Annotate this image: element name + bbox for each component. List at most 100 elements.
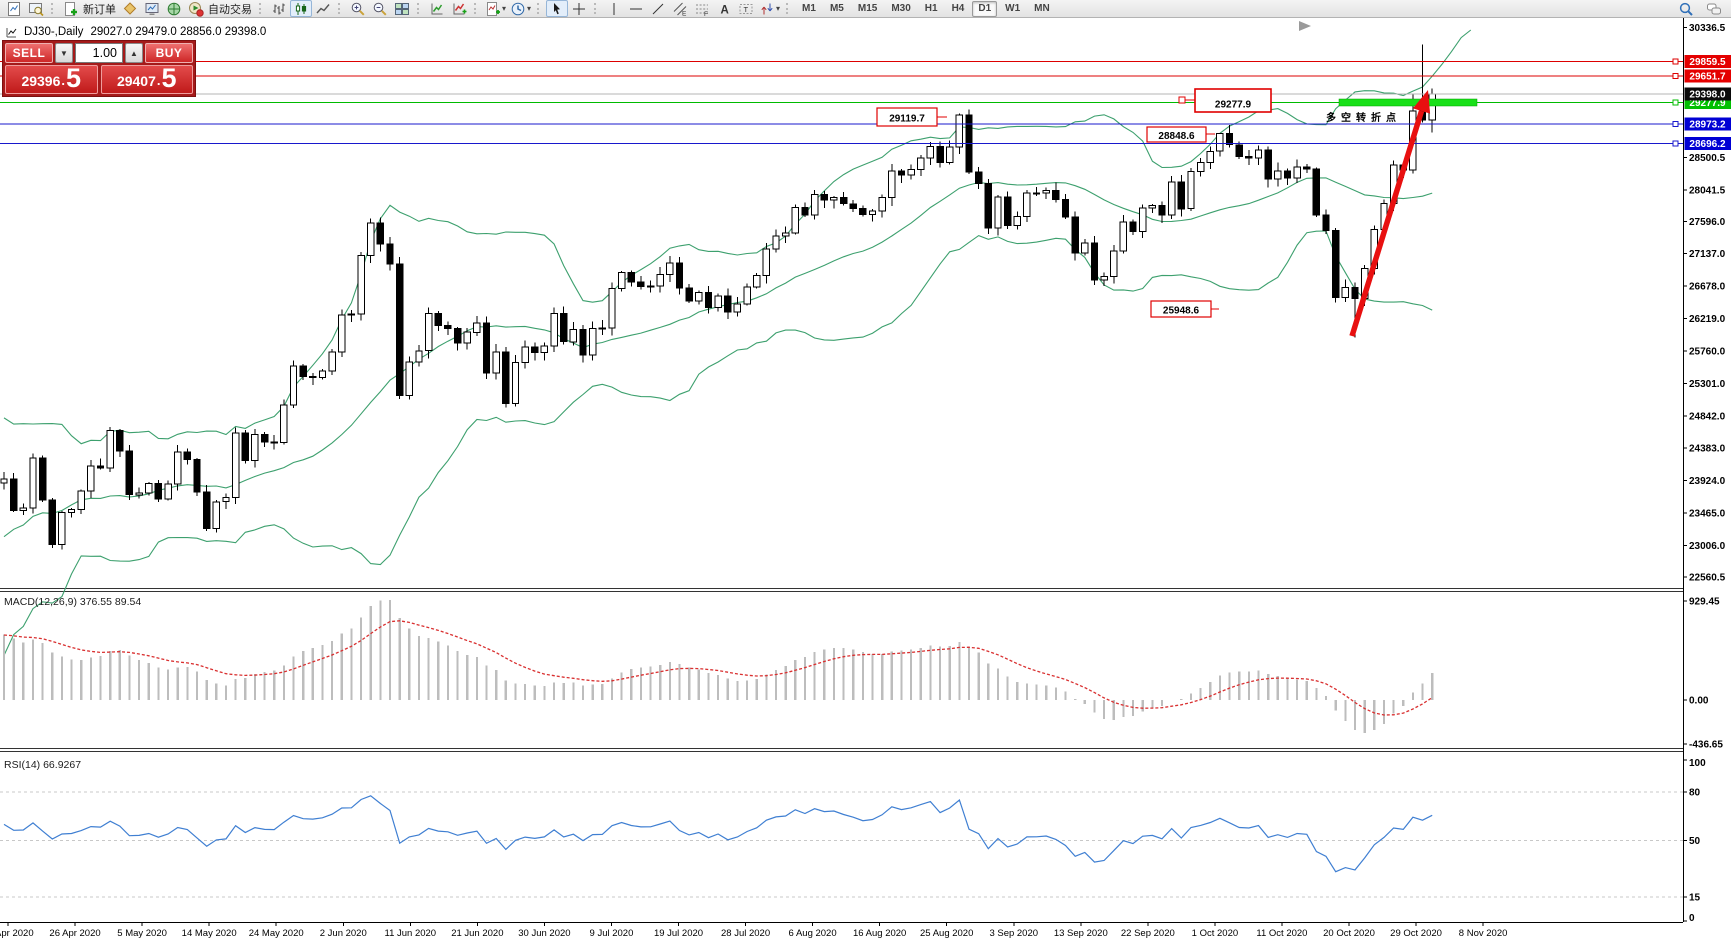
trend-line-button[interactable] [647, 0, 669, 17]
level-endpoint-marker[interactable] [1672, 58, 1679, 65]
indicators-button[interactable] [426, 0, 448, 17]
candle [309, 375, 317, 379]
svg-text:11 Oct 2020: 11 Oct 2020 [1256, 928, 1307, 939]
tile-windows-button[interactable] [391, 0, 413, 17]
candle [415, 350, 423, 363]
periods-icon [511, 2, 525, 15]
level-endpoint-marker[interactable] [1672, 140, 1679, 147]
candle [67, 509, 76, 513]
level-endpoint-marker[interactable] [1672, 99, 1679, 106]
volume-increase-button[interactable]: ▲ [125, 43, 143, 64]
svg-text:26219.0: 26219.0 [1689, 314, 1726, 325]
svg-text:100: 100 [1689, 758, 1706, 769]
rsi-label: RSI(14) 66.9267 [4, 759, 81, 771]
price-callout[interactable]: 29119.7 [876, 107, 947, 127]
toolbox-button[interactable] [119, 0, 141, 17]
navigator-button[interactable] [163, 0, 185, 17]
level-endpoint-marker[interactable] [1672, 121, 1679, 127]
candle [1158, 205, 1166, 216]
candle [405, 361, 414, 397]
candle [1274, 170, 1282, 180]
timeframe-m15-button[interactable]: M15 [857, 3, 878, 14]
timeframe-m30-button[interactable]: M30 [891, 3, 911, 14]
candle [617, 272, 626, 290]
chart-profiles-button[interactable] [25, 0, 47, 17]
svg-text:E: E [682, 10, 687, 17]
text-label-button[interactable]: T [735, 0, 757, 17]
chat-button[interactable] [1703, 0, 1725, 17]
indicators-icon [431, 3, 443, 14]
timeframe-h4-button[interactable]: H4 [951, 3, 965, 14]
volume-input[interactable]: 1.00 [75, 43, 123, 64]
buy-button[interactable]: BUY [145, 43, 193, 64]
fibonacci-button[interactable]: F [691, 0, 713, 17]
search-button[interactable] [1675, 0, 1697, 17]
toolbar-group [268, 0, 334, 17]
vertical-line-button[interactable] [603, 0, 625, 17]
bar-chart-button[interactable] [268, 0, 290, 17]
svg-text:28 Jul 2020: 28 Jul 2020 [721, 928, 770, 939]
sell-price-display[interactable]: 29396 . 5 [5, 65, 98, 94]
candle [569, 328, 577, 343]
svg-text:23924.0: 23924.0 [1689, 476, 1726, 487]
highlighted-level-segment[interactable] [1338, 98, 1478, 107]
timeframe-w1-button[interactable]: W1 [1005, 3, 1021, 14]
buy-price-display[interactable]: 29407 . 5 [100, 65, 193, 94]
toolbox-icon [123, 1, 137, 15]
candle [1225, 133, 1234, 146]
zoom-in-icon [351, 2, 365, 16]
candle [579, 328, 587, 356]
candle [1052, 190, 1060, 201]
volume-decrease-button[interactable]: ▼ [55, 43, 73, 64]
price-level-axis-label [1684, 117, 1731, 131]
candle-chart-button[interactable] [290, 0, 312, 17]
price-callout[interactable]: 25948.6 [1150, 300, 1219, 318]
timeframe-mn-button[interactable]: MN [1034, 3, 1050, 14]
chart-shift-marker[interactable] [1299, 21, 1311, 31]
svg-text:23465.0: 23465.0 [1689, 509, 1726, 520]
bar-chart-icon [273, 3, 285, 14]
timeframe-m1-button[interactable]: M1 [802, 3, 816, 14]
timeframe-h1-button[interactable]: H1 [924, 3, 938, 14]
timeframe-d1-button[interactable]: D1 [972, 0, 998, 17]
price-axis[interactable]: 30336.5 28500.5 28041.5 27596.0 27137.0 26678… [1683, 23, 1726, 583]
candle [1129, 221, 1137, 232]
candle [183, 451, 192, 461]
price-callout[interactable]: 28848.6 [1146, 126, 1215, 143]
price-callout[interactable]: 29277.9 [1178, 88, 1272, 113]
arrows-button[interactable]: ▾ [757, 0, 782, 17]
line-chart-button[interactable] [312, 0, 334, 17]
svg-text:29277.9: 29277.9 [1689, 98, 1726, 109]
annotation-text[interactable]: 多空转折点 [1326, 111, 1401, 124]
indicators-list-button[interactable] [448, 0, 470, 17]
svg-text:16 Aug 2020: 16 Aug 2020 [853, 928, 906, 939]
sell-button[interactable]: SELL [5, 43, 53, 64]
periods-button[interactable]: ▾ [508, 0, 533, 17]
trend-arrow-head[interactable] [1412, 90, 1431, 114]
candle [280, 404, 288, 443]
toolbar-group-separator [537, 3, 543, 14]
equidistant-channel-button[interactable]: E [669, 0, 691, 17]
candle [270, 441, 278, 444]
candle [1206, 150, 1214, 164]
new-order-button[interactable] [60, 0, 82, 17]
autotrading-button[interactable] [185, 0, 207, 17]
timeframe-m5-button[interactable]: M5 [829, 3, 844, 14]
horizontal-line-button[interactable] [625, 0, 647, 17]
add-indicator-button[interactable]: ▾ [483, 0, 508, 17]
new-chart-button[interactable] [3, 0, 25, 17]
trend-arrow[interactable] [1349, 110, 1425, 337]
candle [1245, 155, 1253, 159]
svg-text:27596.0: 27596.0 [1689, 217, 1726, 228]
time-axis[interactable]: 16 Apr 2020 26 Apr 2020 5 May 2020 14 May 2… [0, 922, 1507, 939]
crosshair-button[interactable] [568, 0, 590, 17]
candle [521, 346, 529, 364]
zoom-in-button[interactable] [347, 0, 369, 17]
cursor-button[interactable] [546, 0, 569, 17]
level-endpoint-marker[interactable] [1672, 73, 1679, 80]
market-watch-button[interactable] [141, 0, 163, 17]
text-button[interactable]: A [713, 0, 735, 17]
zoom-out-button[interactable] [369, 0, 391, 17]
